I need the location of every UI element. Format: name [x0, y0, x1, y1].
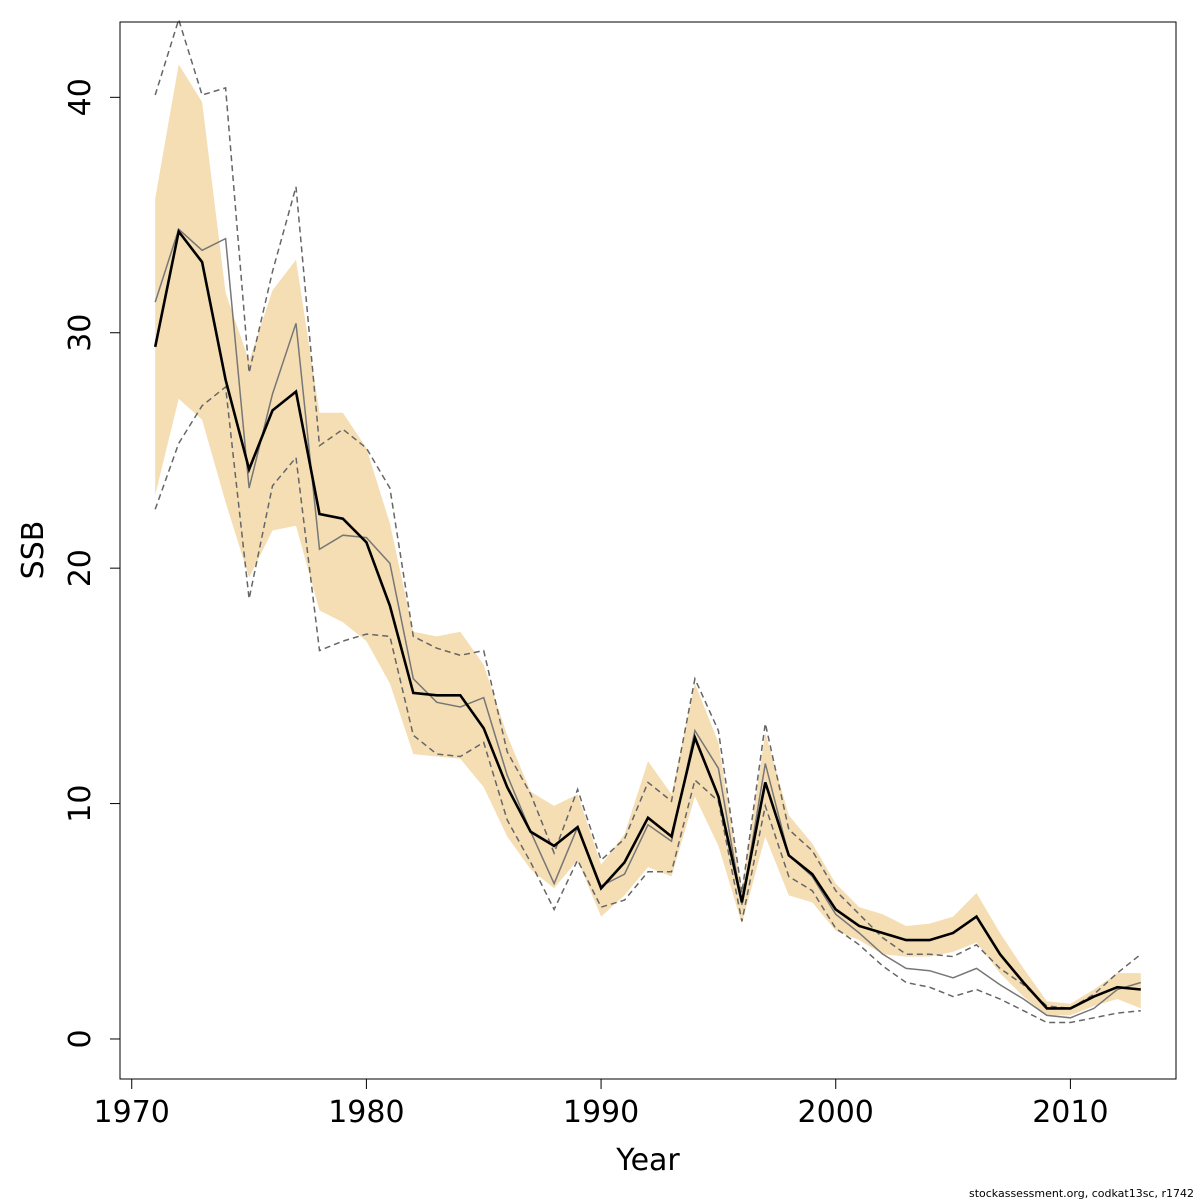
y-axis: 0 10 20 30 40	[63, 78, 121, 1049]
series-line-alternate-estimate	[154, 227, 1142, 1019]
y-tick-label: 30	[63, 314, 98, 352]
x-axis: 1970 1980 1990 2000 2010	[94, 1078, 1109, 1130]
x-tick-label: 2010	[1032, 1095, 1108, 1130]
series-line-alternate-upper	[154, 17, 1142, 1010]
series-line-alternate-lower	[154, 385, 1141, 1024]
y-tick-label: 0	[63, 1029, 98, 1048]
series-layer	[153, 17, 1142, 1024]
x-axis-title: Year	[615, 1143, 680, 1178]
y-tick-label: 20	[63, 549, 98, 587]
x-tick-label: 1970	[94, 1095, 170, 1130]
x-tick-label: 1980	[328, 1095, 404, 1130]
y-axis-title: SSB	[16, 521, 51, 580]
x-tick-label: 1990	[563, 1095, 639, 1130]
series-line-estimate	[153, 228, 1141, 1010]
y-tick-label: 10	[63, 785, 98, 823]
y-tick-label: 40	[63, 78, 98, 116]
footer-credit: stockassessment.org, codkat13sc, r1742	[969, 1187, 1194, 1200]
x-tick-label: 2000	[798, 1095, 874, 1130]
